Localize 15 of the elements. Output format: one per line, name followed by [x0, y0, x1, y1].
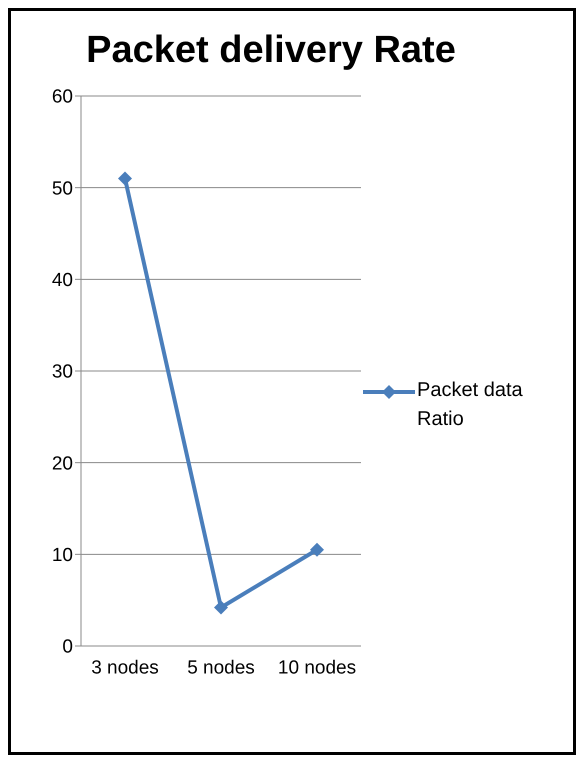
point: [214, 600, 228, 614]
x-tick-label: 3 nodes: [91, 657, 159, 678]
point: [310, 542, 324, 557]
chart-title: Packet delivery Rate: [85, 29, 457, 72]
x-tick-label: 5 nodes: [187, 657, 255, 678]
y-tick-label: 10: [52, 545, 73, 566]
y-tick-label: 40: [52, 270, 73, 292]
point: [118, 172, 132, 186]
legend-label: Packet data Ratio: [417, 378, 524, 432]
y-tick-label: 0: [62, 636, 73, 658]
y-tick-label: 30: [52, 362, 73, 383]
x-tick-label: 10 nodes: [278, 657, 356, 678]
y-tick-label: 60: [52, 86, 73, 108]
y-tick-label: 20: [52, 453, 73, 474]
y-tick-label: 50: [52, 178, 73, 200]
